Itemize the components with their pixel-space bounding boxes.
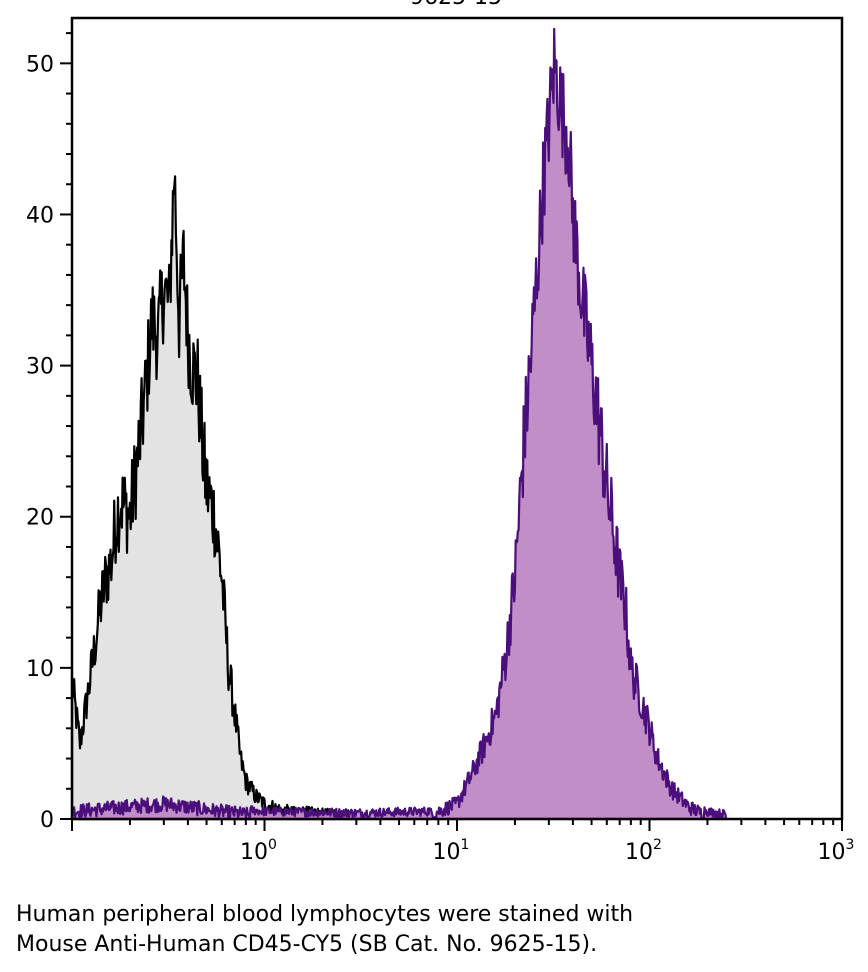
y-tick-label: 50 <box>26 52 54 77</box>
y-tick-label: 10 <box>26 657 54 682</box>
histogram-series-1 <box>70 175 358 821</box>
x-tick-label: 103 <box>818 837 855 865</box>
x-tick-label: 102 <box>625 837 662 865</box>
histogram-chart: 9625-15 0 10 20 30 40 50 100 101 102 103 <box>26 0 855 865</box>
y-tick-label: 20 <box>26 506 54 531</box>
y-tick-label: 30 <box>26 355 54 380</box>
x-tick-label: 100 <box>240 837 277 865</box>
y-tick-label: 0 <box>40 808 54 833</box>
x-axis: 100 101 102 103 <box>71 819 855 865</box>
caption-line-2: Mouse Anti-Human CD45-CY5 (SB Cat. No. 9… <box>16 932 598 957</box>
y-axis: 0 10 20 30 40 50 <box>26 32 72 833</box>
x-tick-label: 101 <box>433 837 470 865</box>
figure-caption: Human peripheral blood lymphocytes were … <box>16 900 856 960</box>
chart-title: 9625-15 <box>410 0 502 10</box>
caption-line-1: Human peripheral blood lymphocytes were … <box>16 902 634 927</box>
series-layer <box>70 27 728 821</box>
y-tick-label: 40 <box>26 203 54 228</box>
histogram-series-2 <box>70 27 728 821</box>
